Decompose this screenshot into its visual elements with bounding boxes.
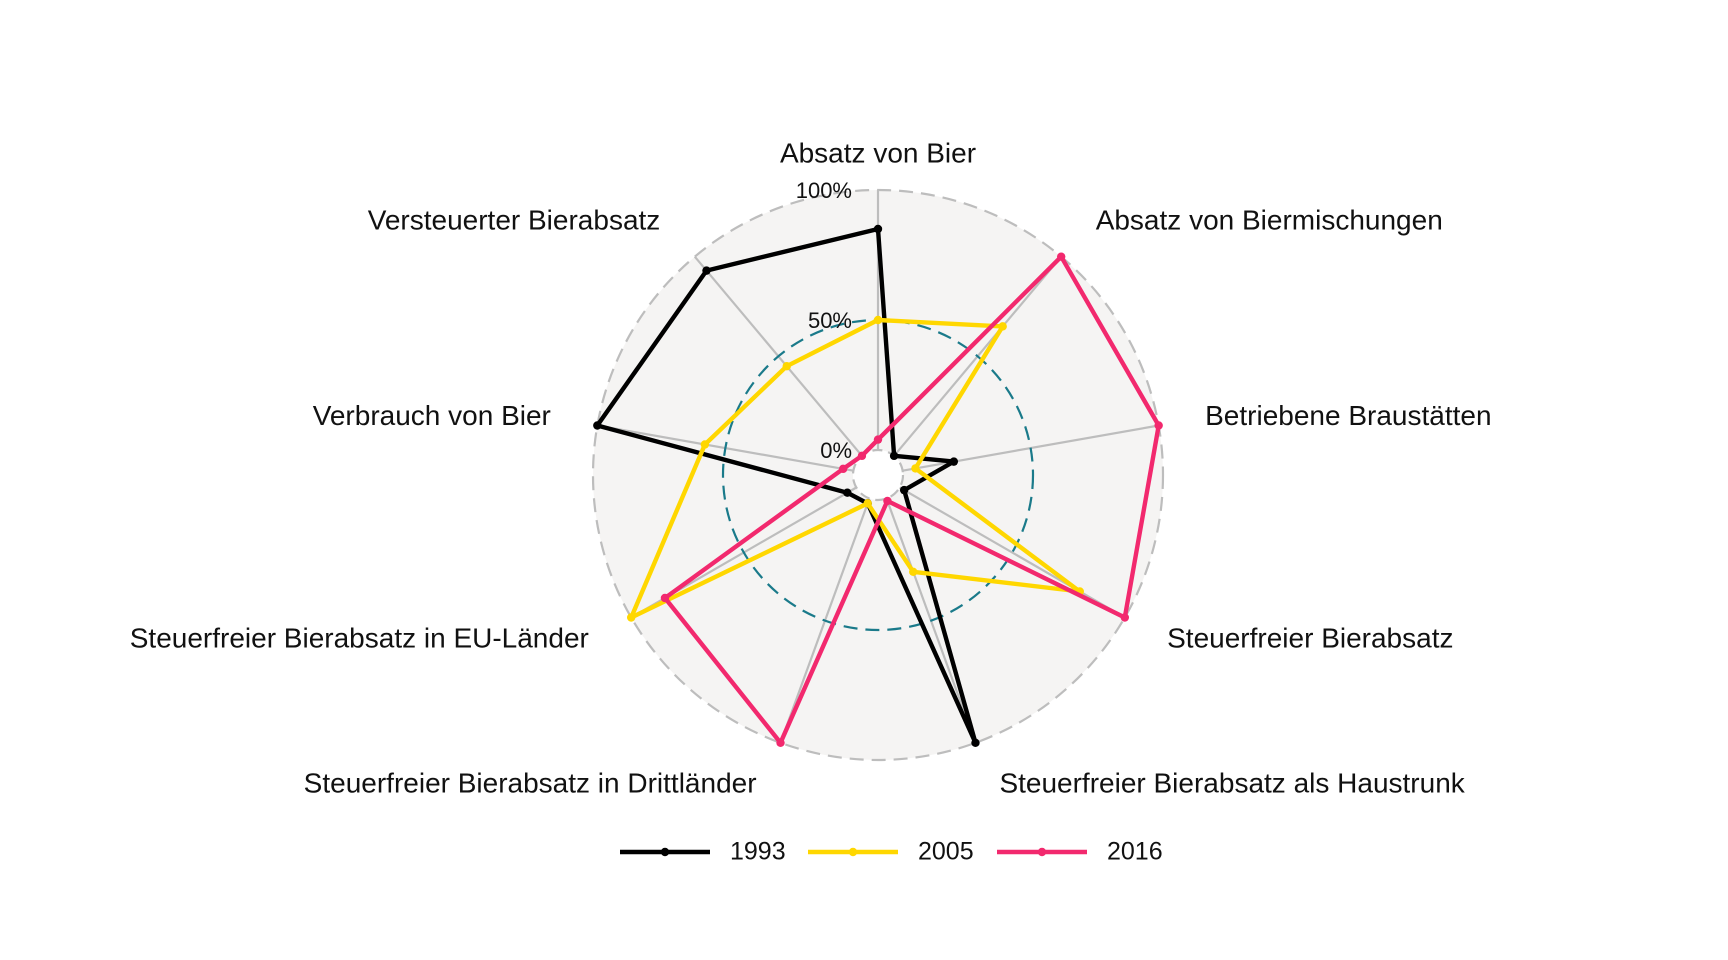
radial-tick-labels: 0% 50% 100% bbox=[796, 178, 852, 463]
data-point-2016 bbox=[1120, 613, 1130, 622]
axis-label: Steuerfreier Bierabsatz bbox=[1167, 622, 1453, 653]
legend-key-point bbox=[1037, 847, 1047, 857]
radial-tick-label: 0% bbox=[820, 438, 852, 463]
spoke-line bbox=[899, 486, 1126, 619]
legend-key-point bbox=[660, 847, 670, 857]
axis-label: Steuerfreier Bierabsatz als Haustrunk bbox=[999, 767, 1465, 798]
panel-background bbox=[593, 190, 1163, 760]
data-point-1993 bbox=[949, 457, 959, 466]
axis-labels: Absatz von Bier Absatz von Biermischungen… bbox=[130, 137, 1492, 798]
radial-tick-label: 100% bbox=[796, 178, 852, 203]
axis-label: Steuerfreier Bierabsatz in EU-Länder bbox=[130, 622, 589, 653]
data-point-2005 bbox=[909, 567, 918, 576]
legend-key-point bbox=[848, 847, 858, 857]
legend-label: 2016 bbox=[1107, 838, 1163, 866]
data-point-2016 bbox=[660, 593, 670, 603]
radar-panel bbox=[593, 190, 1163, 760]
axis-label: Steuerfreier Bierabsatz in Drittländer bbox=[304, 767, 757, 798]
radial-tick-label: 50% bbox=[808, 308, 852, 333]
ring-0 bbox=[851, 448, 905, 502]
series-line-1993 bbox=[595, 226, 978, 745]
ring-100 bbox=[591, 188, 1165, 762]
radar-grid bbox=[591, 188, 1165, 762]
axis-label: Verbrauch von Bier bbox=[313, 400, 551, 431]
data-point-2016 bbox=[838, 464, 848, 474]
data-point-1993 bbox=[873, 224, 883, 234]
legend-label: 1993 bbox=[730, 838, 786, 866]
data-point-2005 bbox=[863, 499, 872, 508]
data-point-2016 bbox=[1154, 421, 1163, 430]
data-point-1993 bbox=[702, 266, 711, 275]
data-point-1993 bbox=[889, 451, 899, 461]
data-point-2005 bbox=[911, 464, 920, 473]
axis-label: Versteuerter Bierabsatz bbox=[368, 205, 661, 236]
data-point-1993 bbox=[899, 485, 909, 495]
data-point-2016 bbox=[776, 738, 785, 748]
data-point-1993 bbox=[593, 421, 602, 430]
data-point-1993 bbox=[971, 738, 980, 748]
data-point-2016 bbox=[883, 496, 892, 506]
data-point-2005 bbox=[626, 613, 636, 622]
legend-label: 2005 bbox=[918, 838, 974, 866]
axis-label: Absatz von Bier bbox=[780, 137, 976, 168]
series-line-2005 bbox=[629, 317, 1083, 620]
legend: 1993 2005 2016 bbox=[620, 838, 1163, 866]
data-point-2016 bbox=[873, 435, 883, 444]
data-point-2016 bbox=[1056, 252, 1066, 261]
axis-label: Absatz von Biermischungen bbox=[1096, 205, 1443, 236]
data-point-2005 bbox=[700, 440, 710, 449]
data-point-2005 bbox=[782, 362, 791, 371]
series-line-2016 bbox=[662, 254, 1161, 745]
data-point-2016 bbox=[857, 451, 867, 461]
data-point-2005 bbox=[873, 315, 883, 325]
radar-series bbox=[593, 224, 1163, 748]
data-point-1993 bbox=[843, 488, 852, 497]
data-point-2005 bbox=[998, 322, 1007, 331]
axis-label: Betriebene Braustätten bbox=[1205, 400, 1491, 431]
